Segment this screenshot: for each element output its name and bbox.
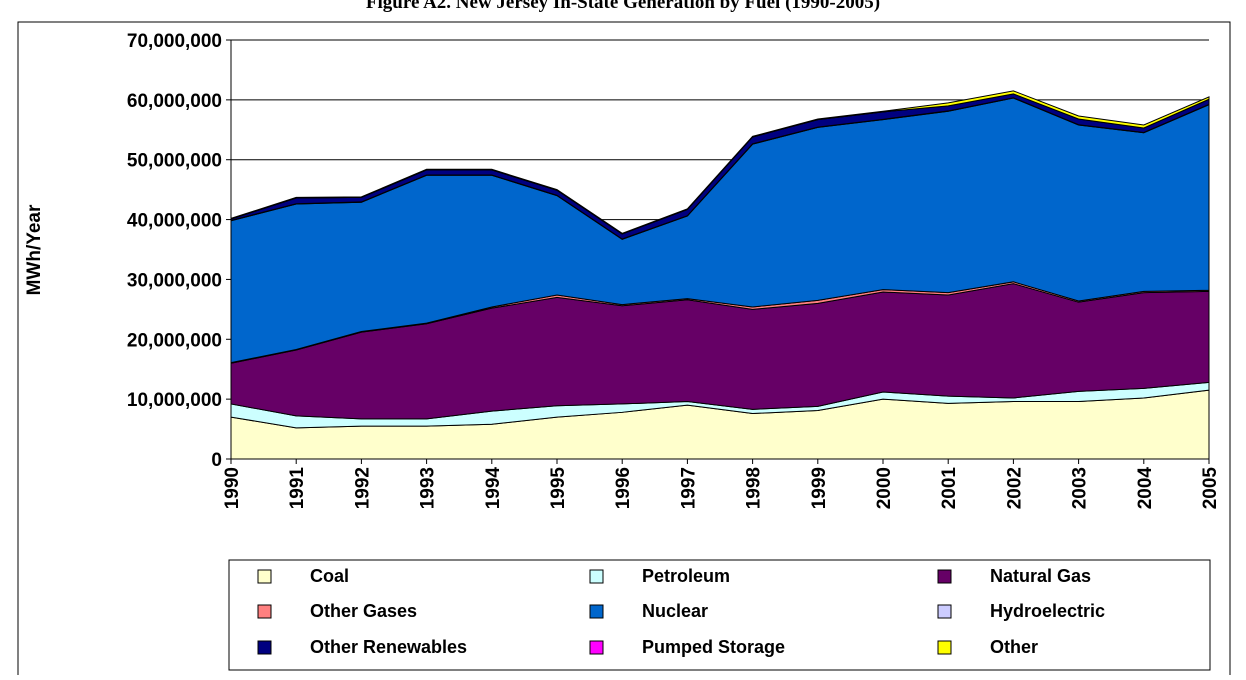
chart-title: Figure A2. New Jersey In-State Generatio… <box>366 0 880 13</box>
legend-swatch <box>937 569 952 584</box>
x-tick-label: 2005 <box>1200 467 1221 510</box>
y-axis-label: MWh/Year <box>24 204 45 295</box>
y-tick-label: 20,000,000 <box>127 330 222 351</box>
y-tick-label: 40,000,000 <box>127 211 222 232</box>
x-tick-label: 1993 <box>418 467 439 509</box>
y-tick-label: 60,000,000 <box>127 91 222 112</box>
legend-swatch <box>937 604 952 619</box>
y-tick-label: 70,000,000 <box>127 31 222 52</box>
legend-label: Other <box>990 637 1038 657</box>
y-tick-label: 50,000,000 <box>127 151 222 172</box>
legend-swatch <box>257 604 272 619</box>
x-tick-label: 1990 <box>222 467 243 509</box>
legend-swatch <box>589 604 604 619</box>
x-tick-label: 2001 <box>939 467 960 510</box>
legend-label: Petroleum <box>642 566 730 586</box>
x-tick-label: 2002 <box>1004 467 1025 509</box>
legend-label: Natural Gas <box>990 566 1091 586</box>
legend-swatch <box>589 569 604 584</box>
legend-swatch <box>589 640 604 655</box>
legend-label: Nuclear <box>642 601 708 621</box>
legend-label: Other Renewables <box>310 637 467 657</box>
legend-label: Pumped Storage <box>642 637 785 657</box>
chart-frame <box>17 21 1231 680</box>
title-backing <box>20 0 1226 20</box>
legend-label: Coal <box>310 566 349 586</box>
x-tick-label: 1994 <box>483 467 504 510</box>
y-tick-label: 30,000,000 <box>127 270 222 291</box>
legend-swatch <box>937 640 952 655</box>
area <box>230 90 1210 235</box>
legend-label: Other Gases <box>310 601 417 621</box>
x-tick-label: 2000 <box>874 467 895 509</box>
x-tick-label: 1999 <box>809 467 830 509</box>
x-tick-label: 1995 <box>548 467 569 510</box>
x-tick-label: 1992 <box>352 467 373 509</box>
y-tick-label: 10,000,000 <box>127 390 222 411</box>
x-tick-label: 2003 <box>1070 467 1091 509</box>
x-tick-label: 1991 <box>287 467 308 510</box>
x-tick-label: 1996 <box>613 467 634 509</box>
legend-swatch <box>257 640 272 655</box>
legend-label: Hydroelectric <box>990 601 1105 621</box>
x-tick-label: 1998 <box>744 467 765 509</box>
x-tick-label: 1997 <box>678 467 699 509</box>
y-tick-label: 0 <box>211 450 222 471</box>
x-tick-label: 2004 <box>1135 467 1156 510</box>
legend-swatch <box>257 569 272 584</box>
legend-box <box>228 559 1211 671</box>
